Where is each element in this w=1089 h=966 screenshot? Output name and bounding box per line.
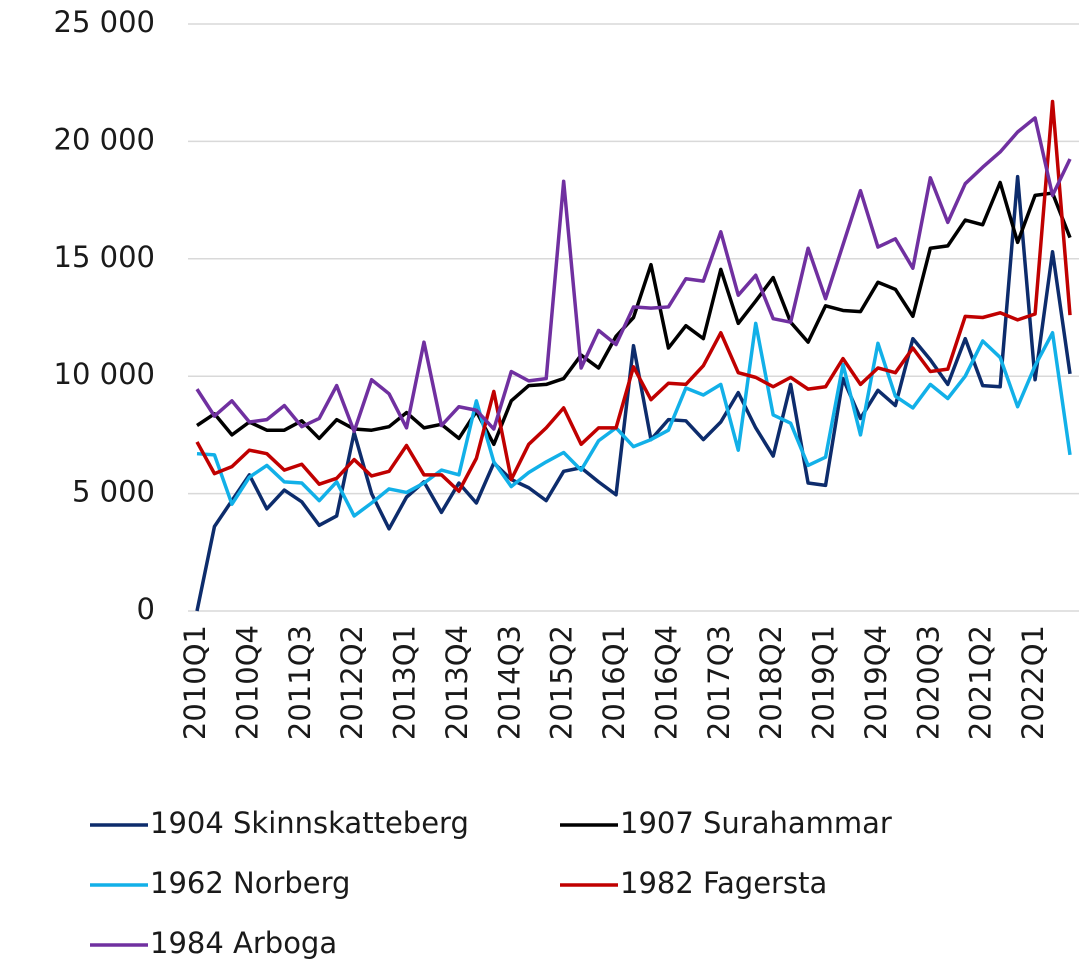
x-tick-label: 2019Q1 xyxy=(807,625,841,740)
x-tick-label: 2016Q4 xyxy=(649,625,683,740)
y-tick-label: 20 000 xyxy=(54,122,155,156)
legend-label: 1982 Fagersta xyxy=(620,866,827,900)
x-tick-label: 2017Q3 xyxy=(702,625,736,740)
series-line xyxy=(196,321,1072,518)
series-line xyxy=(195,99,1072,494)
legend-label: 1984 Arboga xyxy=(150,926,337,960)
x-tick-label: 2016Q1 xyxy=(597,625,631,740)
x-tick-label: 2013Q4 xyxy=(440,625,474,740)
legend-label: 1904 Skinnskatteberg xyxy=(150,806,469,840)
y-tick-label: 5 000 xyxy=(72,475,155,509)
x-tick-label: 2014Q3 xyxy=(492,625,526,740)
x-tick-label: 2019Q4 xyxy=(859,625,893,740)
x-tick-label: 2013Q1 xyxy=(388,625,422,740)
legend-label: 1962 Norberg xyxy=(150,866,350,900)
x-tick-label: 2015Q2 xyxy=(545,625,579,740)
x-tick-label: 2011Q3 xyxy=(283,625,317,740)
series-line xyxy=(195,174,1072,612)
x-tick-label: 2010Q4 xyxy=(230,625,264,740)
x-tick-label: 2020Q3 xyxy=(911,625,945,740)
x-tick-label: 2022Q1 xyxy=(1016,625,1050,740)
x-tick-label: 2012Q2 xyxy=(335,625,369,740)
series-line xyxy=(195,116,1072,434)
x-tick-label: 2010Q1 xyxy=(178,625,212,740)
x-tick-label: 2018Q2 xyxy=(754,625,788,740)
y-tick-label: 0 xyxy=(137,592,155,626)
series-line xyxy=(196,180,1072,447)
y-tick-label: 15 000 xyxy=(54,240,155,274)
y-tick-label: 25 000 xyxy=(54,5,155,39)
legend-label: 1907 Surahammar xyxy=(620,806,892,840)
x-tick-label: 2021Q2 xyxy=(964,625,998,740)
y-tick-label: 10 000 xyxy=(54,357,155,391)
